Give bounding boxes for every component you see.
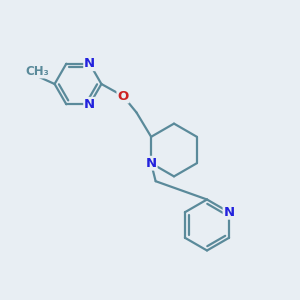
Text: N: N — [84, 98, 95, 111]
Text: CH₃: CH₃ — [26, 64, 50, 78]
Text: O: O — [117, 89, 129, 103]
Text: N: N — [224, 206, 235, 219]
Text: N: N — [84, 57, 95, 70]
Text: N: N — [146, 157, 157, 170]
